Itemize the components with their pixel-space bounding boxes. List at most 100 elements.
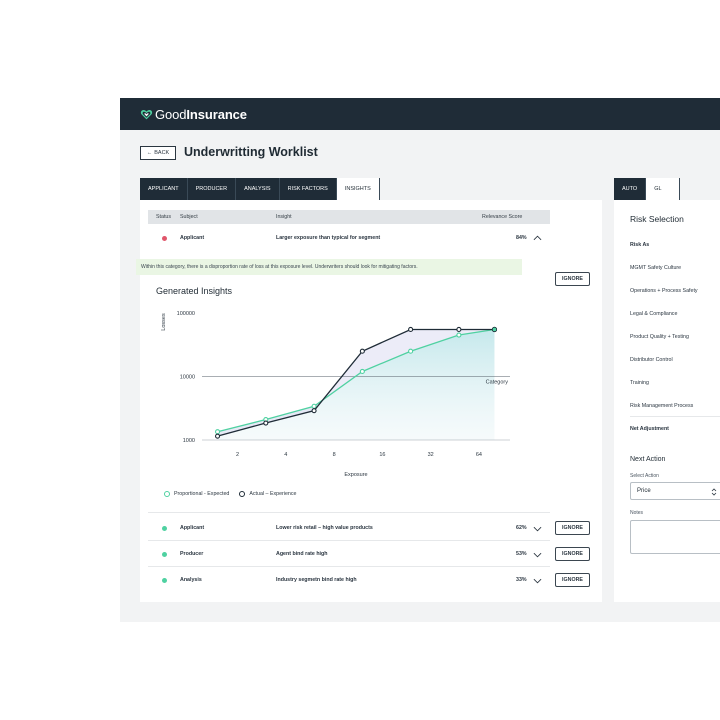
table-row-expanded[interactable]: Applicant Larger exposure than typical f… xyxy=(148,226,550,250)
expected-series-point xyxy=(456,332,462,338)
back-button-label: BACK xyxy=(154,150,170,156)
row-insight: Larger exposure than typical for segment xyxy=(276,235,381,241)
risk-item-training[interactable]: Training xyxy=(630,380,649,386)
generated-insights-title: Generated Insights xyxy=(156,286,233,296)
legend-expected-marker xyxy=(164,491,170,497)
brand-name-insurance: Insurance xyxy=(186,106,247,122)
status-dot-green xyxy=(162,552,167,557)
x-axis-label: Exposure xyxy=(344,472,367,478)
x-tick-label: 16 xyxy=(379,452,385,458)
expected-area xyxy=(217,329,495,440)
row-insight: Agent bind rate high xyxy=(276,551,328,557)
chart-legend: Proportional - Expected Actual – Experie… xyxy=(164,491,296,497)
chevron-down-icon[interactable] xyxy=(533,526,542,532)
expected-series-point xyxy=(359,368,365,375)
main-tabs: APPLICANT PRODUCER ANALYSIS RISK FACTORS… xyxy=(140,178,380,200)
y-tick-label: 1000 xyxy=(183,438,195,444)
table-row[interactable]: Producer Agent bind rate high 53% xyxy=(148,542,550,566)
actual-series-point xyxy=(214,433,221,439)
tab-analysis[interactable]: ANALYSIS xyxy=(236,178,280,200)
chevron-down-icon[interactable] xyxy=(533,578,542,584)
insight-note-text: Within this category, there is a disprop… xyxy=(141,264,418,270)
legend-actual-marker xyxy=(239,491,246,497)
action-select-value: Price xyxy=(637,488,651,494)
next-action-title: Next Action xyxy=(630,456,666,463)
header-status: Status xyxy=(156,214,172,220)
expected-series-point xyxy=(214,429,221,435)
row-divider xyxy=(148,566,550,567)
line-of-business-tabs: AUTO GL xyxy=(614,178,681,200)
select-action-label: Select Action xyxy=(630,473,659,479)
legend-actual-label: Actual – Experience xyxy=(249,491,297,497)
x-tick-label: 2 xyxy=(236,452,239,458)
ignore-button[interactable]: IGNORE xyxy=(555,547,590,561)
risk-item-net-adjustment: Net Adjustment xyxy=(630,426,669,432)
risk-item-operations-process-safety[interactable]: Operations + Process Safety xyxy=(630,288,698,294)
category-reference-label: Category xyxy=(486,380,509,386)
divider xyxy=(630,416,720,417)
tab-risk-factors[interactable]: RISK FACTORS xyxy=(279,178,337,200)
risk-selection-title: Risk Selection xyxy=(630,214,684,224)
expected-series-point xyxy=(408,348,414,354)
actual-series-point xyxy=(408,326,414,333)
row-insight: Industry segmetn bind rate high xyxy=(276,577,357,583)
status-dot-green xyxy=(162,526,167,531)
actual-series-point xyxy=(311,408,317,414)
risk-item-legal-compliance[interactable]: Legal & Compliance xyxy=(630,311,678,317)
row-subject: Applicant xyxy=(180,235,205,241)
risk-selection-panel: Risk Selection Risk As MGMT Safety Cultu… xyxy=(614,200,720,602)
top-navbar: Good Insurance xyxy=(120,98,720,130)
row-score: 33% xyxy=(516,577,527,583)
legend-expected-label: Proportional - Expected xyxy=(174,491,230,497)
risk-item-distributor-control[interactable]: Distributor Control xyxy=(630,357,673,363)
row-subject: Analysis xyxy=(180,577,202,583)
chevron-up-icon[interactable] xyxy=(533,235,542,241)
x-tick-label: 64 xyxy=(476,452,482,458)
table-header: Status Subject Insight Relevance Score xyxy=(148,210,550,224)
back-button[interactable]: ← BACK xyxy=(140,146,176,160)
row-divider xyxy=(148,512,550,513)
tab-producer[interactable]: PRODUCER xyxy=(187,178,237,200)
actual-series-point xyxy=(359,348,365,354)
x-tick-label: 4 xyxy=(284,452,287,458)
brand-name-good: Good xyxy=(155,106,187,122)
row-subject: Applicant xyxy=(180,525,205,531)
notes-label: Notes xyxy=(630,510,644,516)
table-row[interactable]: Applicant Lower risk retail – high value… xyxy=(148,516,550,540)
page-title: Underwritting Worklist xyxy=(184,145,318,159)
end-point xyxy=(491,326,498,333)
tab-auto[interactable]: AUTO xyxy=(614,178,647,200)
status-dot-green xyxy=(162,578,167,583)
ignore-button[interactable]: IGNORE xyxy=(555,272,590,286)
actual-series-point xyxy=(263,420,269,426)
difference-band xyxy=(217,329,495,437)
arrow-left-icon: ← xyxy=(146,150,153,156)
risk-item-risk-management-process[interactable]: Risk Management Process xyxy=(630,403,694,409)
chevron-down-icon[interactable] xyxy=(533,552,542,558)
insight-note: Within this category, there is a disprop… xyxy=(136,259,522,275)
action-select[interactable]: Price xyxy=(630,482,720,500)
table-row[interactable]: Analysis Industry segmetn bind rate high… xyxy=(148,568,550,592)
heart-logo-icon xyxy=(140,109,153,119)
ignore-button[interactable]: IGNORE xyxy=(555,573,590,587)
insights-line-chart: Category 1000 10000 100000 2 4 8 16 32 64 Exposure… xyxy=(161,311,510,478)
x-tick-label: 8 xyxy=(333,452,336,458)
select-arrows-icon xyxy=(711,488,717,496)
app-window: Good Insurance ← BACK Underwritting Workl… xyxy=(120,98,720,622)
risk-item-mgmt-safety-culture[interactable]: MGMT Safety Culture xyxy=(630,265,682,271)
header-relevance-score: Relevance Score xyxy=(482,214,523,220)
row-score: 62% xyxy=(516,525,527,531)
ignore-button[interactable]: IGNORE xyxy=(555,521,590,535)
notes-textarea[interactable] xyxy=(630,520,720,554)
brand-logo[interactable]: Good Insurance xyxy=(140,106,247,122)
tab-applicant[interactable]: APPLICANT xyxy=(140,178,188,200)
row-score: 53% xyxy=(516,551,527,557)
expected-series-point xyxy=(311,403,317,409)
y-axis-label: Losses xyxy=(161,313,167,331)
tab-insights[interactable]: INSIGHTS xyxy=(336,178,380,200)
header-insight: Insight xyxy=(276,214,292,220)
row-subject: Producer xyxy=(180,551,204,557)
status-dot-red xyxy=(162,236,167,241)
tab-gl[interactable]: GL xyxy=(646,178,681,200)
risk-item-product-quality-testing[interactable]: Product Quality + Testing xyxy=(630,334,689,340)
